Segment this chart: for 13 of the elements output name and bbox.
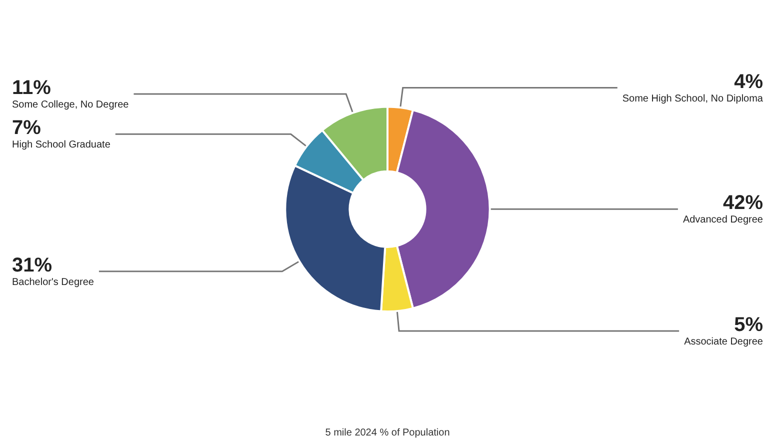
data-label: 31%	[12, 254, 52, 276]
slice-label: Bachelor's Degree	[12, 276, 94, 288]
data-label: 7%	[12, 117, 42, 140]
data-label: 11%	[12, 77, 52, 100]
slice-label: Some High School, No Diploma	[622, 93, 764, 104]
slice-label: Some College, No Degree	[12, 100, 130, 111]
data-label: 5%	[734, 314, 764, 336]
slice-label: High School Graduate	[12, 140, 111, 151]
data-label: 42%	[722, 192, 764, 214]
slice-label: Advanced Degree	[682, 214, 764, 226]
data-label: 4%	[734, 70, 764, 93]
text: 5 mile 2024 % of Population	[325, 428, 450, 438]
slice-label: Associate Degree	[684, 336, 764, 348]
